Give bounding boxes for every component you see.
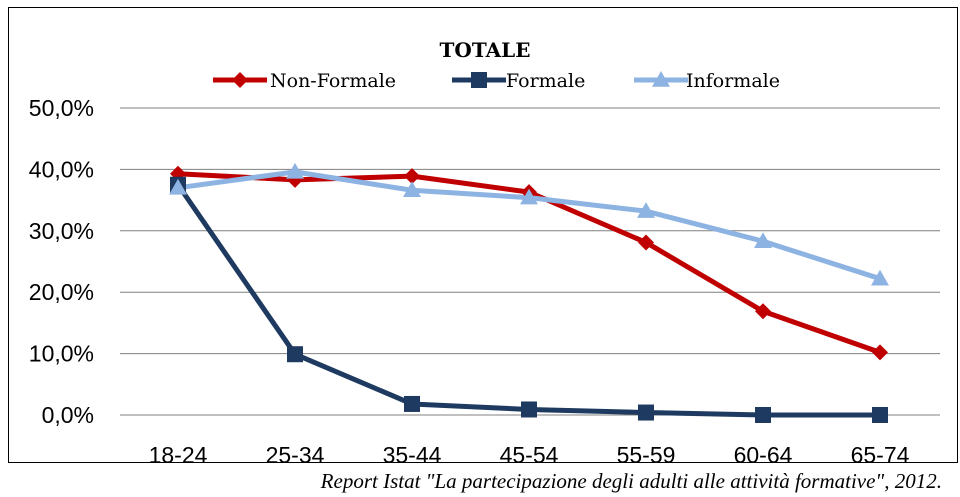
data-point-formale: [872, 407, 888, 423]
y-tick-label: 50,0%: [29, 95, 94, 121]
legend-marker: [652, 71, 670, 87]
data-point-informale: [169, 178, 187, 195]
legend-label: Non-Formale: [270, 70, 396, 92]
data-point-informale: [520, 188, 538, 205]
legend-label: Formale: [506, 70, 585, 92]
x-tick-label: 25-34: [266, 442, 325, 468]
y-tick-label: 30,0%: [29, 218, 94, 244]
x-tick-label: 18-24: [149, 442, 208, 468]
x-tick-label: 60-64: [734, 442, 793, 468]
data-point-informale: [286, 162, 304, 179]
source-caption: Report Istat "La partecipazione degli ad…: [320, 469, 942, 493]
data-point-formale: [404, 395, 420, 412]
y-tick-label: 10,0%: [29, 341, 94, 367]
data-point-formale: [287, 346, 303, 363]
series-line-formale: [175, 183, 880, 418]
data-point-informale: [403, 181, 421, 198]
legend-marker: [232, 72, 248, 88]
data-point-non-formale: [872, 344, 888, 361]
y-tick-label: 20,0%: [29, 279, 94, 305]
legend-item-informale: Informale: [634, 70, 780, 92]
x-tick-label: 45-54: [500, 442, 559, 468]
data-point-informale: [637, 202, 655, 218]
legend-item-non-formale: Non-Formale: [213, 70, 396, 92]
data-point-formale: [638, 404, 654, 421]
x-tick-label: 65-74: [851, 442, 910, 468]
x-tick-label: 35-44: [383, 442, 442, 468]
x-tick-label: 55-59: [617, 442, 676, 468]
legend-marker: [471, 72, 487, 88]
data-point-informale: [871, 269, 889, 286]
chart-title: TOTALE: [440, 38, 531, 62]
data-point-informale: [754, 232, 772, 248]
data-point-non-formale: [755, 303, 771, 320]
data-point-non-formale: [404, 168, 420, 185]
legend-item-formale: Formale: [452, 70, 585, 92]
y-tick-label: 40,0%: [29, 156, 94, 182]
data-point-formale: [755, 407, 771, 423]
data-point-non-formale: [638, 234, 654, 251]
data-point-formale: [521, 401, 537, 418]
y-tick-label: 0,0%: [42, 402, 94, 428]
legend-label: Informale: [686, 70, 780, 92]
